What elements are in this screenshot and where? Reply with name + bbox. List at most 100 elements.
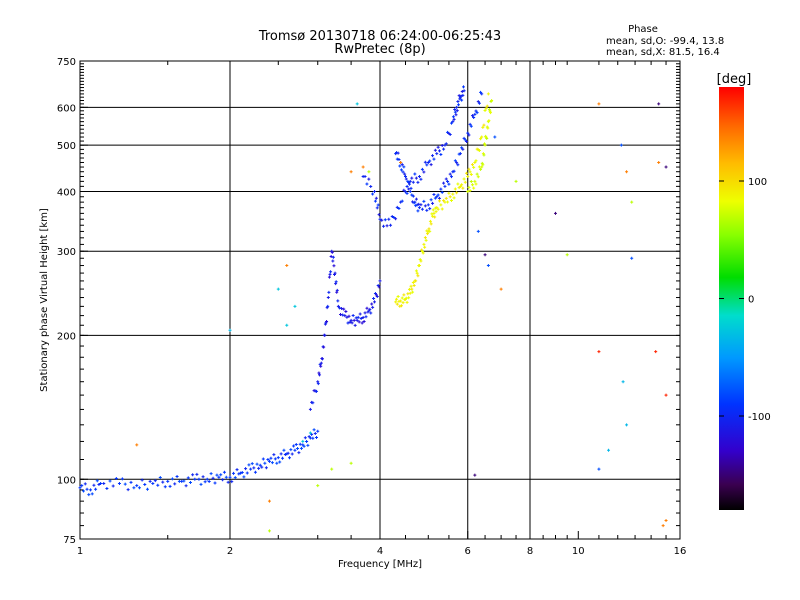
data-point (447, 182, 451, 186)
data-point (661, 524, 665, 528)
data-point (327, 290, 331, 294)
legend-x-stats: mean, sd,X: 81.5, 16.4 (606, 47, 720, 58)
data-point (411, 180, 415, 184)
data-point (410, 287, 414, 291)
data-point (553, 211, 557, 215)
data-point (469, 124, 473, 128)
data-point (448, 133, 452, 137)
data-point (369, 311, 373, 315)
data-point (401, 301, 405, 305)
colorbar-tick-label: 0 (748, 295, 754, 306)
data-point (443, 200, 447, 204)
data-point (432, 193, 436, 197)
data-point (467, 167, 471, 171)
data-point (308, 431, 312, 435)
data-point (383, 218, 387, 222)
data-point (239, 471, 243, 475)
data-point (408, 291, 412, 295)
data-point (461, 85, 465, 89)
data-point (476, 229, 480, 233)
data-point (99, 481, 103, 485)
data-point (378, 217, 382, 221)
data-point (312, 428, 316, 432)
data-point (168, 484, 172, 488)
data-point (361, 165, 365, 169)
data-point (455, 161, 459, 165)
data-point (458, 152, 462, 156)
data-point (170, 477, 174, 481)
data-point (203, 480, 207, 484)
data-point (416, 274, 420, 278)
data-point (342, 307, 346, 311)
data-point (344, 309, 348, 313)
data-point (298, 442, 302, 446)
y-tick-label: 400 (57, 187, 76, 198)
data-point (399, 160, 403, 164)
data-point (435, 195, 439, 199)
data-point (367, 177, 371, 181)
data-point (389, 223, 393, 227)
legend-title: Phase (628, 24, 658, 35)
data-point (408, 189, 412, 193)
data-point (329, 254, 333, 258)
data-point (275, 461, 279, 465)
data-point (481, 125, 485, 129)
data-point (374, 293, 378, 297)
data-point (472, 165, 476, 169)
data-point (399, 299, 403, 303)
data-point (657, 160, 661, 164)
data-point (423, 245, 427, 249)
data-point (252, 466, 256, 470)
data-point (368, 307, 372, 311)
data-point (166, 479, 170, 483)
data-point (429, 198, 433, 202)
data-point (425, 163, 429, 167)
data-point (337, 306, 341, 310)
data-point (245, 471, 249, 475)
x-tick-label: 10 (572, 546, 585, 557)
data-point (156, 483, 160, 487)
data-point (363, 175, 367, 179)
data-point (423, 160, 427, 164)
data-point (249, 467, 253, 471)
data-point (619, 143, 623, 147)
data-point (375, 206, 379, 210)
data-point (313, 432, 317, 436)
data-point (341, 313, 345, 317)
data-point (394, 300, 398, 304)
data-point (390, 214, 394, 218)
data-point (82, 489, 86, 493)
data-point (466, 131, 470, 135)
data-point (412, 283, 416, 287)
data-point (402, 165, 406, 169)
data-point (290, 452, 294, 456)
data-point (242, 475, 246, 479)
data-point (297, 451, 301, 455)
data-point (405, 191, 409, 195)
data-point (469, 180, 473, 184)
data-point (137, 486, 141, 490)
data-point (431, 154, 435, 158)
data-point (457, 103, 461, 107)
data-point (499, 287, 503, 291)
data-point (455, 105, 459, 109)
x-tick-label: 8 (527, 546, 533, 557)
data-point (468, 189, 472, 193)
data-point (452, 117, 456, 121)
data-point (129, 480, 133, 484)
data-point (415, 271, 419, 275)
data-point (477, 101, 481, 105)
data-point (426, 232, 430, 236)
data-point (473, 179, 477, 183)
data-point (403, 174, 407, 178)
data-point (270, 461, 274, 465)
data-point (437, 149, 441, 153)
data-point (392, 216, 396, 220)
data-point (467, 133, 471, 137)
data-point (361, 315, 365, 319)
data-point (308, 407, 312, 411)
data-point (468, 170, 472, 174)
plot-frame (79, 60, 681, 540)
data-point (453, 187, 457, 191)
